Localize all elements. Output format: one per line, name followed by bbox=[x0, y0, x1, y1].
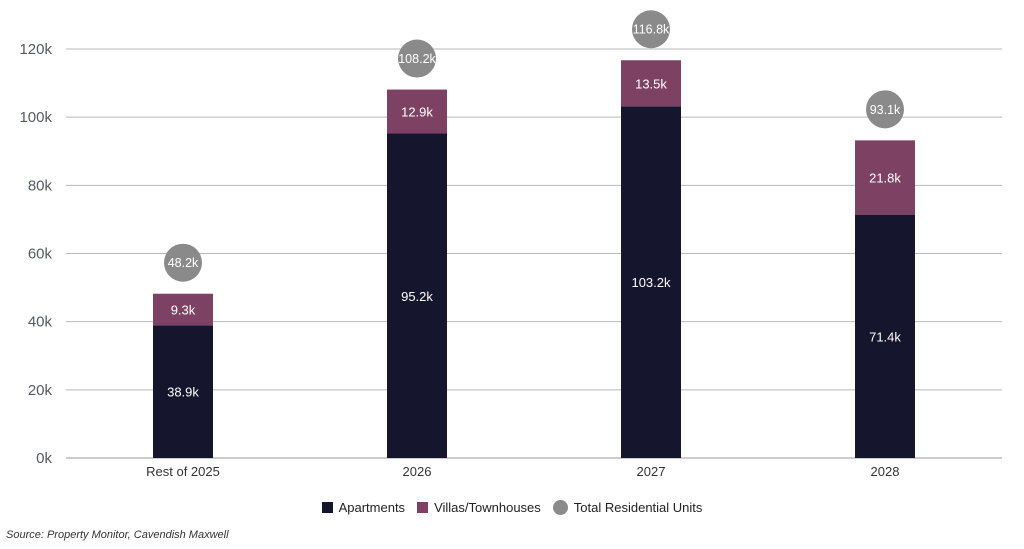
x-tick-label: 2027 bbox=[637, 464, 666, 479]
legend: Apartments Villas/Townhouses Total Resid… bbox=[0, 500, 1024, 515]
bar-apartments bbox=[621, 106, 681, 458]
bar-value-label: 9.3k bbox=[171, 303, 196, 318]
villas-swatch bbox=[417, 502, 429, 513]
bar-apartments bbox=[153, 325, 213, 458]
legend-item-total: Total Residential Units bbox=[552, 500, 703, 515]
total-value-label: 108.2k bbox=[398, 52, 436, 66]
bar-villas bbox=[387, 89, 447, 134]
bar-villas bbox=[855, 140, 915, 215]
bar-villas bbox=[621, 60, 681, 107]
legend-label-apartments: Apartments bbox=[338, 500, 406, 515]
y-tick-label: 60k bbox=[28, 246, 53, 263]
x-tick-label: 2028 bbox=[871, 464, 900, 479]
total-value-label: 48.2k bbox=[168, 256, 199, 270]
bar-value-label: 71.4k bbox=[869, 329, 901, 344]
total-marker bbox=[164, 243, 202, 282]
legend-label-villas: Villas/Townhouses bbox=[434, 500, 541, 515]
total-value-label: 93.1k bbox=[870, 103, 901, 117]
stacked-bar-chart: 0k 20k 40k 60k 80k 100k 120k 38.9k 9.3k 48.2k 95.… bbox=[19, 10, 1002, 479]
legend-label-total: Total Residential Units bbox=[573, 500, 703, 515]
apartments-swatch bbox=[321, 502, 333, 513]
y-tick-label: 120k bbox=[19, 41, 52, 58]
x-tick-label: Rest of 2025 bbox=[146, 464, 220, 479]
bar-value-label: 13.5k bbox=[635, 76, 667, 91]
gridlines bbox=[66, 48, 1002, 459]
bar-value-label: 38.9k bbox=[167, 385, 199, 400]
source-note: Source: Property Monitor, Cavendish Maxw… bbox=[6, 529, 229, 541]
y-tick-label: 20k bbox=[28, 382, 53, 399]
y-tick-label: 0k bbox=[36, 450, 52, 467]
total-swatch bbox=[552, 500, 568, 515]
y-axis-ticks: 0k 20k 40k 60k 80k 100k 120k bbox=[19, 41, 52, 467]
bar-value-label: 21.8k bbox=[869, 170, 901, 185]
total-value-label: 116.8k bbox=[633, 23, 670, 37]
y-tick-label: 80k bbox=[28, 177, 53, 194]
x-axis-labels: Rest of 2025 2026 2027 2028 bbox=[146, 464, 899, 479]
y-tick-label: 100k bbox=[19, 109, 52, 126]
bar-apartments bbox=[855, 214, 915, 458]
bar-value-label: 95.2k bbox=[401, 289, 433, 304]
total-marker bbox=[398, 39, 436, 78]
total-marker bbox=[866, 90, 904, 129]
legend-item-apartments: Apartments bbox=[321, 500, 406, 515]
bar-value-label: 103.2k bbox=[631, 275, 671, 290]
y-tick-label: 40k bbox=[28, 314, 53, 331]
bars: 38.9k 9.3k 48.2k 95.2k 12.9k 108.2k 103.2k 13.5… bbox=[153, 10, 915, 458]
legend-item-villas: Villas/Townhouses bbox=[417, 500, 541, 515]
x-tick-label: 2026 bbox=[403, 464, 432, 479]
bar-villas bbox=[153, 293, 213, 326]
bar-value-label: 12.9k bbox=[401, 105, 433, 120]
bar-apartments bbox=[387, 133, 447, 458]
total-marker bbox=[632, 10, 670, 49]
